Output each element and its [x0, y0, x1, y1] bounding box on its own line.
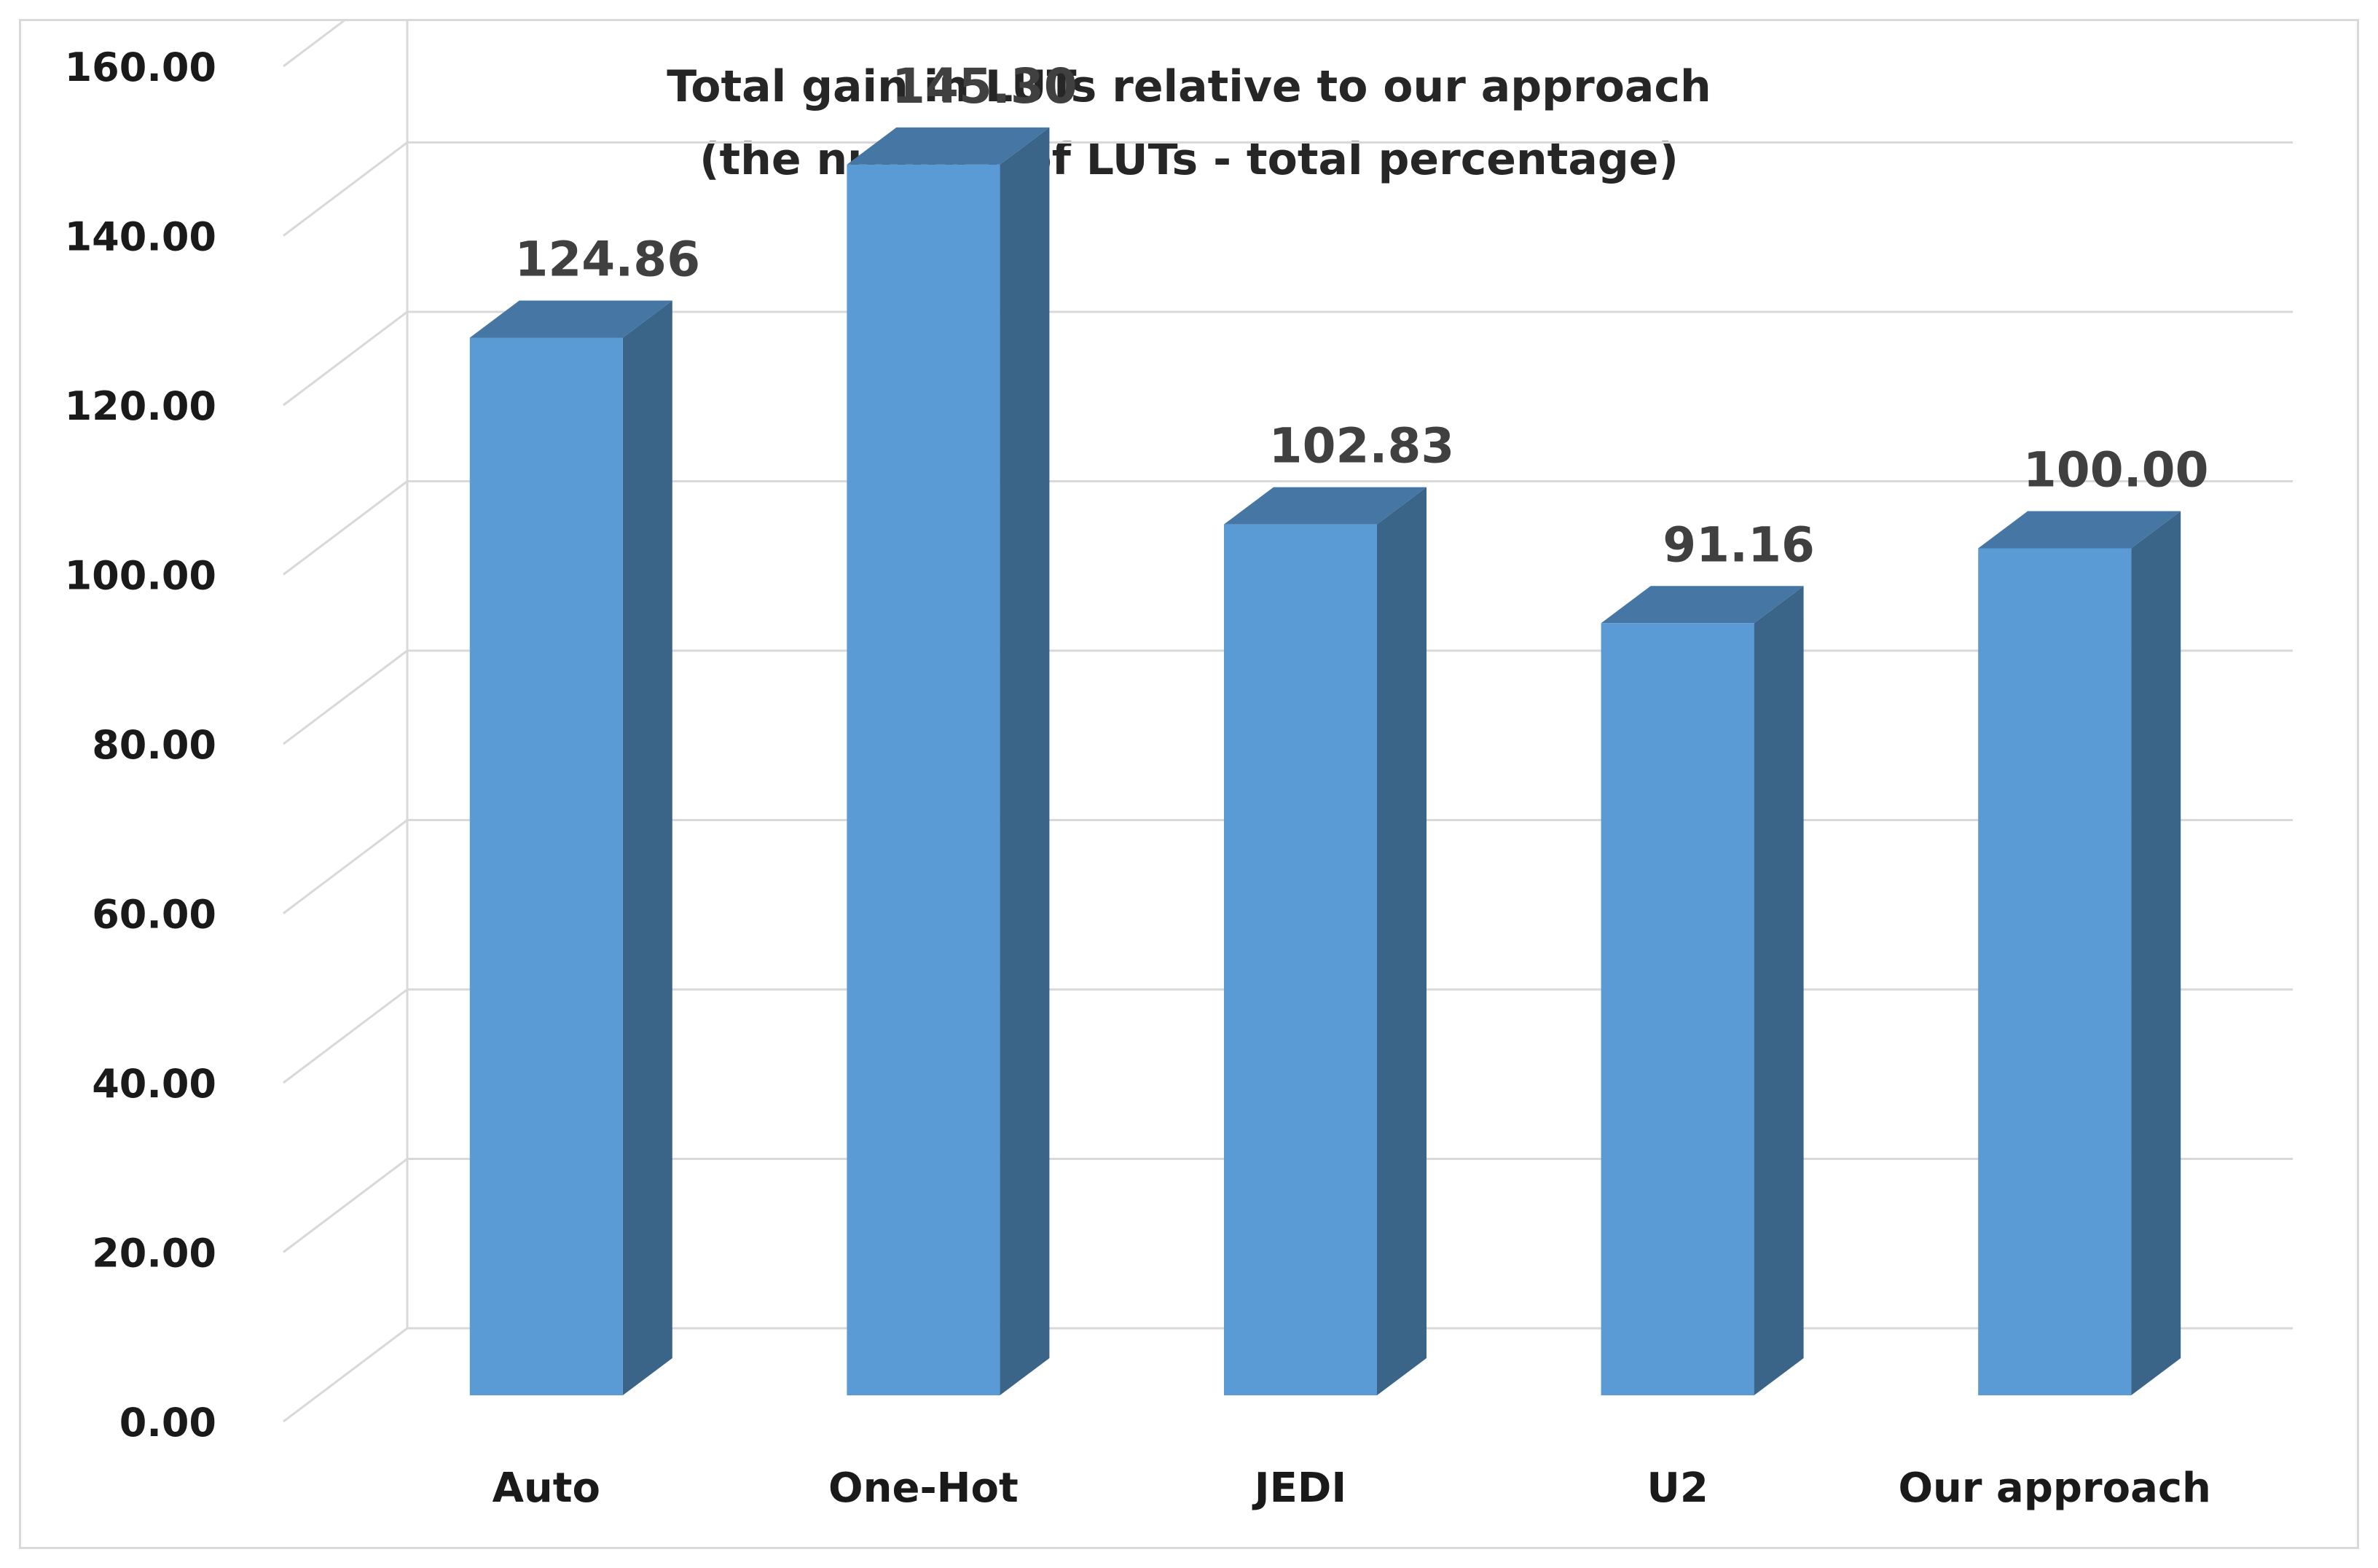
- category-label: U2: [1647, 1465, 1708, 1512]
- bar-front-face: [1601, 623, 1754, 1395]
- data-label: 102.83: [1269, 418, 1455, 474]
- bar-top-face: [1601, 586, 1804, 624]
- bars: [469, 127, 2181, 1396]
- gridline-depth-4: [283, 649, 408, 745]
- bar-side-face: [2131, 511, 2181, 1395]
- data-labels: 124.86 145.30 102.83 91.16 100.00: [514, 58, 2208, 573]
- y-tick-label: 140.00: [65, 214, 216, 260]
- data-label: 100.00: [2023, 442, 2209, 498]
- bar-top-face: [1978, 511, 2181, 549]
- y-tick-label: 40.00: [92, 1061, 216, 1107]
- category-label: JEDI: [1252, 1465, 1346, 1512]
- bar-top-face: [469, 300, 672, 338]
- category-label: Auto: [493, 1465, 600, 1512]
- bar-side-face: [1377, 487, 1427, 1395]
- data-label: 124.86: [514, 232, 700, 288]
- y-tick-label: 20.00: [92, 1231, 216, 1277]
- data-label: 145.30: [892, 58, 1078, 114]
- bar-side-face: [1754, 586, 1804, 1395]
- gridline-depth-6: [283, 310, 408, 407]
- bar-front-face: [1978, 548, 2132, 1395]
- x-axis-categories: Auto One-Hot JEDI U2 Our approach: [493, 1465, 2211, 1512]
- bar-top-face: [1224, 487, 1427, 525]
- y-tick-label: 160.00: [65, 44, 216, 90]
- bar-side-face: [1000, 127, 1050, 1396]
- y-axis-ticks: 0.00 20.00 40.00 60.00 80.00 100.00 120.00 140.…: [65, 44, 216, 1446]
- gridline-depth-0: [283, 1327, 408, 1423]
- bar-chart: Total gain in LUTs relative to our appro…: [65, 21, 2293, 1512]
- data-label: 91.16: [1663, 517, 1815, 573]
- category-label: One-Hot: [828, 1465, 1019, 1512]
- gridline-depth-2: [283, 988, 408, 1084]
- gridline-depth-5: [283, 480, 408, 576]
- y-tick-label: 120.00: [65, 383, 216, 429]
- bar: [1978, 511, 2181, 1395]
- y-tick-label: 100.00: [65, 553, 216, 599]
- bar: [1224, 487, 1427, 1395]
- chart-frame: Total gain in LUTs relative to our appro…: [19, 19, 2359, 1549]
- bar-side-face: [622, 300, 672, 1396]
- gridline-depth-7: [283, 141, 408, 237]
- gridline-depth-3: [283, 819, 408, 914]
- bar-front-face: [847, 164, 1000, 1396]
- gridline-depth-1: [283, 1158, 408, 1253]
- bar: [1601, 586, 1804, 1395]
- y-tick-label: 0.00: [119, 1400, 216, 1446]
- bar-top-face: [847, 127, 1050, 165]
- chart-title: Total gain in LUTs relative to our appro…: [667, 61, 1711, 112]
- gridline-depth-8: [283, 21, 345, 68]
- bar: [469, 300, 672, 1396]
- bar-front-face: [1224, 524, 1377, 1395]
- bar-front-face: [469, 337, 623, 1396]
- y-tick-label: 80.00: [92, 722, 216, 768]
- y-tick-label: 60.00: [92, 892, 216, 938]
- category-label: Our approach: [1898, 1465, 2211, 1512]
- bar: [847, 127, 1050, 1396]
